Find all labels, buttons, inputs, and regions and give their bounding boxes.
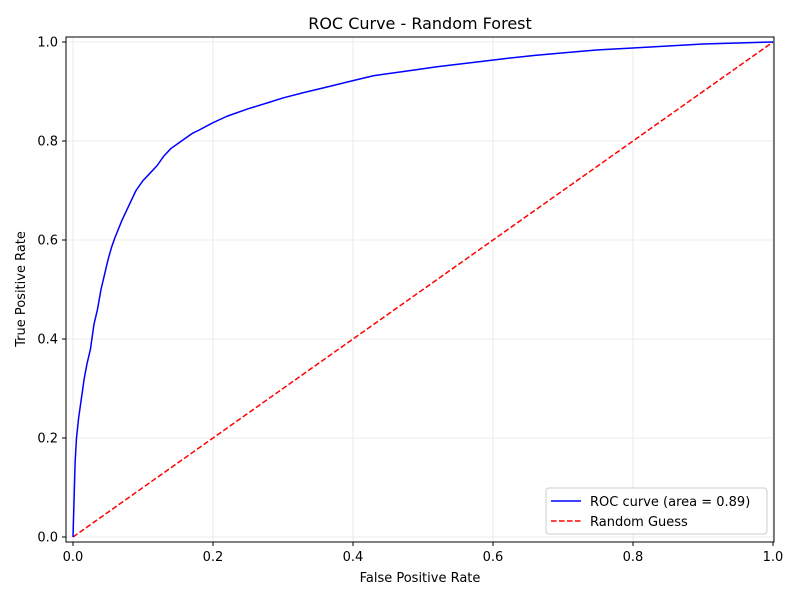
x-tick-label: 0.4 xyxy=(343,550,364,565)
legend-roc-label: ROC curve (area = 0.89) xyxy=(590,495,750,510)
x-tick-label: 0.2 xyxy=(203,550,224,565)
y-tick-label: 1.0 xyxy=(37,36,58,51)
y-tick-label: 0.4 xyxy=(37,333,58,348)
legend-random-label: Random Guess xyxy=(590,515,688,530)
y-tick-label: 0.6 xyxy=(37,234,58,249)
x-tick-label: 0.6 xyxy=(483,550,504,565)
x-tick-label: 0.0 xyxy=(63,550,84,565)
y-tick-label: 0.0 xyxy=(37,531,58,546)
random-guess-line xyxy=(72,41,774,538)
axis-ticks: 0.0 0.2 0.4 0.6 0.8 1.0 0.0 0.2 0.4 0.6 0.8 1.0 xyxy=(37,36,783,566)
y-tick-label: 0.2 xyxy=(37,432,58,447)
series-layer xyxy=(72,41,774,538)
plot-frame xyxy=(65,36,775,543)
y-axis-label: True Positive Rate xyxy=(14,231,29,348)
x-tick-label: 1.0 xyxy=(763,550,784,565)
chart-title: ROC Curve - Random Forest xyxy=(308,14,532,33)
roc-curve-line xyxy=(72,41,774,538)
grid-lines xyxy=(66,37,774,542)
x-tick-label: 0.8 xyxy=(623,550,644,565)
legend: ROC curve (area = 0.89) Random Guess xyxy=(545,487,768,535)
legend-box xyxy=(545,487,768,535)
y-tick-label: 0.8 xyxy=(37,135,58,150)
x-axis-label: False Positive Rate xyxy=(360,571,481,586)
